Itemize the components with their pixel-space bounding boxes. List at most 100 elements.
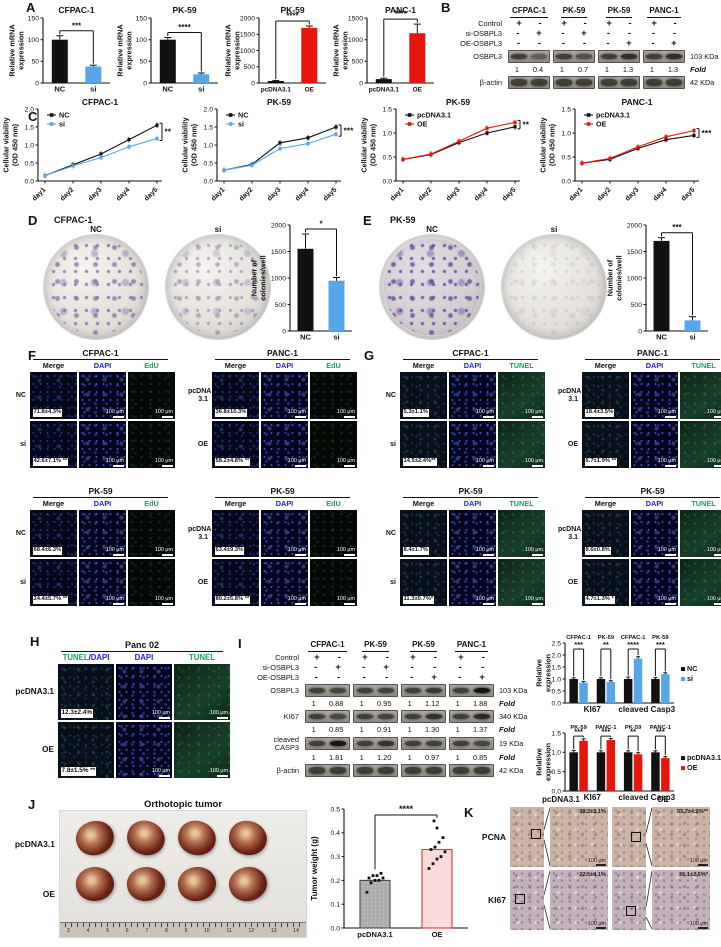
- bar: [297, 248, 314, 331]
- svg-text:1.5: 1.5: [552, 664, 562, 671]
- svg-text:NC: NC: [687, 664, 697, 673]
- line-chart: PK-59 Cellular viability(OD 450 nm) 0.0 0.5…: [181, 97, 355, 203]
- percentage-label: 38.2±3.1%: [579, 808, 606, 815]
- microscopy-image: 100 μm: [498, 510, 545, 557]
- microscopy-image: 100 μm: [449, 510, 496, 557]
- channel-header: Merge: [412, 499, 435, 508]
- channel-header: EdU: [144, 499, 159, 508]
- svg-text:****: ****: [399, 804, 414, 814]
- blot-lane-signs: --: [362, 672, 389, 683]
- inset-box: [626, 906, 637, 916]
- blot-fold-label: Fold: [499, 725, 516, 734]
- panel-d-title: CFPAC-1: [54, 215, 93, 225]
- inset-box: [531, 828, 542, 839]
- channel-header: DAPI: [275, 361, 294, 370]
- microscopy-block: Panc 02 TUNEL/DAPI DAPI TUNEL pcDNA3.1 12.3±2…: [6, 640, 230, 778]
- svg-text:***: ***: [574, 727, 583, 736]
- blot-lane-signs: --: [458, 662, 485, 673]
- svg-text:PANC-1: PANC-1: [595, 725, 617, 731]
- svg-text:day5: day5: [680, 186, 696, 202]
- channel-header: DAPI: [463, 361, 482, 370]
- blot-lane-signs: - +: [458, 672, 485, 683]
- panel-e-title: PK-59: [390, 215, 416, 225]
- microscopy-image: 100 μm: [498, 421, 545, 468]
- microscopy-image: 100 μm: [128, 559, 175, 606]
- blot-lane-signs: + -: [458, 652, 485, 663]
- percentage-label: 12.3±2.4%: [59, 708, 95, 719]
- svg-text:***: ***: [344, 125, 355, 135]
- bar: [359, 879, 391, 929]
- blot-fold-values: 1 1.37: [455, 724, 488, 734]
- percentage-label: 7.8±1.5% **: [59, 766, 98, 777]
- svg-text:OE: OE: [687, 763, 698, 772]
- svg-text:PANC-1: PANC-1: [385, 6, 416, 15]
- blot-band-image: [401, 684, 446, 697]
- panel-e: E PK-59 NC si Number ofcolonies/well 0 500 1…: [360, 209, 721, 346]
- svg-text:1.0: 1.0: [552, 676, 562, 683]
- condition-label: pcDNA3.1: [15, 687, 54, 696]
- mrna-bar-chart: PK-59 Relative mRNAexpression 0 50 100 150 NC s…: [116, 6, 218, 94]
- mrna-bar-chart: PANC-1 Relative mRNAexpression 0 500 1000 150…: [332, 6, 434, 94]
- svg-text:CFPAC-1: CFPAC-1: [82, 97, 118, 107]
- svg-text:2000: 2000: [627, 222, 642, 229]
- bar: [606, 740, 616, 791]
- ihc-group-label: pcDNA3.1: [542, 795, 580, 804]
- panel-g-bloc ks: CFPAC-1 Merge DAPI TUNEL NC 5.3±1.1% 100 μm 100…: [376, 348, 721, 606]
- svg-text:1.5: 1.5: [25, 124, 35, 131]
- svg-text:PK-59: PK-59: [280, 6, 304, 15]
- svg-text:si: si: [238, 120, 244, 129]
- channel-header: DAPI: [463, 499, 482, 508]
- scale-bar: 100 μm: [476, 596, 494, 605]
- svg-text:day2: day2: [238, 186, 254, 202]
- bar: [193, 74, 210, 83]
- svg-text:0: 0: [282, 328, 286, 335]
- microscopy-image: 100 μm: [310, 510, 357, 557]
- microscopy-cell-line: CFPAC-1: [6, 348, 173, 360]
- bar: [606, 681, 616, 703]
- inset-box: [515, 894, 526, 904]
- percentage-label: 8.4±1.7%: [401, 546, 430, 556]
- panel-d-label: D: [28, 213, 38, 228]
- blot-band-image: [643, 50, 685, 63]
- microscopy-image: 100 μm: [310, 421, 357, 468]
- bar: [661, 758, 670, 791]
- microscopy-image: 100 μm: [680, 421, 721, 468]
- percentage-label: 4.7±1.3% *: [583, 595, 616, 605]
- blot-condition-label: OE-OSBPL3: [257, 673, 299, 683]
- svg-text:1500: 1500: [240, 32, 255, 39]
- svg-text:pcDNA3.1: pcDNA3.1: [596, 111, 630, 120]
- bar: [375, 79, 392, 83]
- channel-header: TUNEL: [691, 499, 716, 508]
- svg-text:50: 50: [139, 59, 147, 66]
- colony-plate-image: [44, 235, 148, 339]
- svg-text:0.3: 0.3: [331, 854, 341, 861]
- bar: [633, 658, 643, 703]
- microscopy-image: 8.4±1.7%: [400, 510, 447, 557]
- channel-header: DAPI: [275, 499, 294, 508]
- svg-text:1000: 1000: [271, 275, 286, 282]
- channel-header: TUNEL/DAPI: [62, 653, 110, 662]
- svg-text:OE: OE: [432, 930, 443, 939]
- scale-bar: 100 μm: [476, 458, 494, 467]
- svg-text:***: ***: [574, 640, 583, 649]
- svg-text:150: 150: [28, 15, 40, 22]
- blot-condition-label: Control: [275, 653, 299, 663]
- scale-bar: 100 μm: [106, 547, 124, 556]
- blot-band-image: [508, 76, 550, 89]
- blot-fold-values: 1 1.30: [407, 724, 440, 734]
- percentage-label: 53.7±4.2%**: [676, 808, 708, 815]
- svg-text:pcDNA3.1: pcDNA3.1: [357, 930, 392, 939]
- condition-label: OE: [197, 440, 208, 448]
- scale-bar: 100 μm: [525, 596, 543, 605]
- blot-band-image: [401, 710, 446, 723]
- scale-bar: 100 μm: [476, 409, 494, 418]
- svg-text:*: *: [319, 220, 323, 229]
- scale-bar: 100 μm: [476, 547, 494, 556]
- channel-header: TUNEL: [509, 499, 534, 508]
- blot-band-image: [353, 737, 398, 750]
- panel-i-blot: CFPAC-1 PK-59 PK-59 PANC-1 Control + - + - + - + - si…: [244, 640, 542, 777]
- svg-text:****: ****: [627, 640, 639, 649]
- condition-label: OE: [567, 440, 578, 448]
- panel-c: C CFPAC-1 Cellular viability(OD 450 nm) 0.…: [0, 97, 721, 209]
